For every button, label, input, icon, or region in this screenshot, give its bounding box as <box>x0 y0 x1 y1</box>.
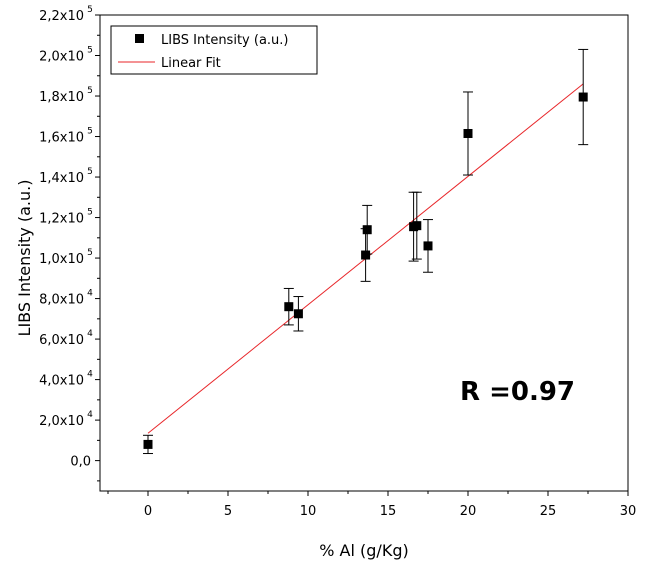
y-tick-label: 8,0x10 <box>39 293 84 308</box>
y-tick-exponent: 5 <box>87 5 93 15</box>
y-tick-exponent: 4 <box>87 410 93 420</box>
y-tick-label: 1,4x10 <box>39 171 84 186</box>
data-point-marker <box>423 241 433 251</box>
y-tick-label: 4,0x10 <box>39 374 84 389</box>
legend-marker-square <box>135 34 144 43</box>
legend-label-fit: Linear Fit <box>161 56 221 71</box>
y-tick-label: 2,0x10 <box>39 50 84 65</box>
x-tick-label: 30 <box>620 504 637 519</box>
x-tick-label: 20 <box>460 504 477 519</box>
x-axis-title: % Al (g/Kg) <box>319 541 408 560</box>
legend-frame <box>110 25 318 75</box>
data-point <box>283 287 294 326</box>
y-tick-exponent: 4 <box>87 370 93 380</box>
data-point <box>362 204 373 255</box>
y-tick-exponent: 5 <box>87 208 93 218</box>
y-tick-label: 1,8x10 <box>39 90 84 105</box>
x-tick-label: 15 <box>380 504 397 519</box>
plot-frame <box>99 14 629 492</box>
x-tick-label: 5 <box>224 504 232 519</box>
y-tick-exponent: 5 <box>87 127 93 137</box>
data-point-marker <box>361 250 371 260</box>
data-point <box>143 434 153 455</box>
data-point <box>360 228 371 282</box>
x-tick-label: 10 <box>300 504 317 519</box>
legend-label-scatter: LIBS Intensity (a.u.) <box>161 33 288 48</box>
data-point <box>293 296 304 332</box>
data-points-layer <box>143 48 589 455</box>
data-point-marker <box>293 309 303 319</box>
data-point-marker <box>463 128 473 138</box>
x-tick-label: 0 <box>144 504 152 519</box>
correlation-annotation: R =0.97 <box>460 377 575 407</box>
data-point <box>423 219 433 273</box>
y-tick-label: 2,2x10 <box>39 9 84 24</box>
data-point <box>411 191 422 260</box>
axes: 0 5 10 15 20 25 300,02,0x10 44,0x10 46,0x10 48,0x… <box>39 5 636 519</box>
y-axis-title: LIBS Intensity (a.u.) <box>15 180 34 337</box>
data-point-marker <box>362 225 372 235</box>
y-tick-exponent: 4 <box>87 289 93 299</box>
y-tick-label: 1,2x10 <box>39 212 84 227</box>
x-tick-label: 25 <box>540 504 557 519</box>
data-point <box>463 91 473 176</box>
y-tick-exponent: 5 <box>87 248 93 258</box>
data-point-marker <box>412 221 422 231</box>
y-tick-label: 1,0x10 <box>39 252 84 267</box>
data-point-marker <box>143 439 153 449</box>
y-tick-exponent: 5 <box>87 86 93 96</box>
data-point <box>578 48 589 146</box>
data-point-marker <box>578 92 588 102</box>
data-point-marker <box>284 302 294 312</box>
y-tick-label: 2,0x10 <box>39 414 84 429</box>
y-tick-label: 1,6x10 <box>39 131 84 146</box>
y-tick-label: 6,0x10 <box>39 333 84 348</box>
legend: LIBS Intensity (a.u.) Linear Fit <box>110 25 318 75</box>
y-tick-exponent: 5 <box>87 46 93 56</box>
y-tick-exponent: 4 <box>87 329 93 339</box>
y-tick-exponent: 5 <box>87 167 93 177</box>
y-tick-label: 0,0 <box>70 455 91 470</box>
